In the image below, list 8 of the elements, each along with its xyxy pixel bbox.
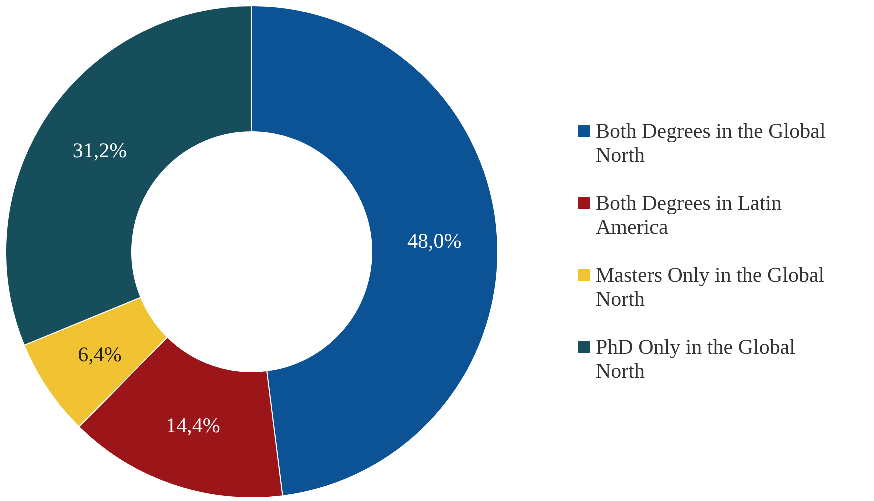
data-label: 14,4% — [166, 414, 220, 438]
legend-label: PhD Only in the Global North — [596, 335, 796, 383]
data-label: 31,2% — [72, 138, 128, 162]
legend-label: Both Degrees in Latin America — [596, 191, 783, 239]
legend-label: Masters Only in the Global North — [596, 263, 825, 311]
legend-label: Both Degrees in the Global North — [596, 119, 826, 167]
data-label: 48,0% — [408, 228, 462, 253]
data-label: 6,4% — [78, 342, 122, 366]
